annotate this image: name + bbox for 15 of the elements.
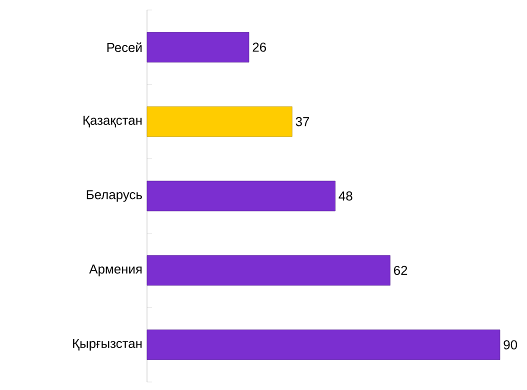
data-label: 37 <box>296 117 310 126</box>
data-label: 62 <box>394 266 408 275</box>
y-tick-label: Қазақстан <box>84 116 142 128</box>
bar <box>146 180 336 212</box>
bar <box>146 255 390 286</box>
y-tick-label: Армения <box>89 264 142 276</box>
y-tick-label: Ресей <box>107 42 142 52</box>
y-tick-label: Беларусь <box>86 190 142 202</box>
data-label: 48 <box>338 191 352 201</box>
bar <box>146 106 292 137</box>
data-label: 90 <box>504 340 518 350</box>
bar <box>146 32 250 62</box>
y-tick-label: Қырғызстан <box>73 339 142 351</box>
bar <box>146 330 500 360</box>
data-label: 26 <box>252 42 266 52</box>
